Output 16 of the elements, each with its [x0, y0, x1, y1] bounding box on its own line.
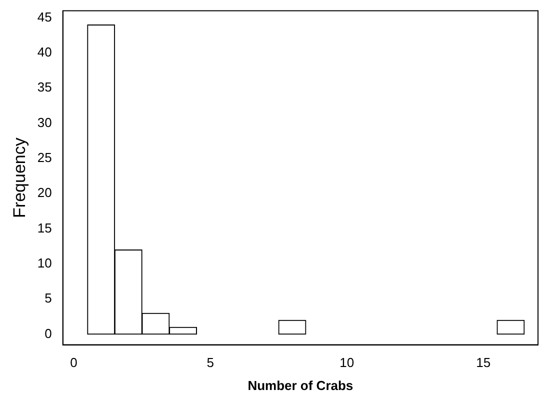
x-tick-label: 5: [206, 355, 214, 370]
y-tick-label: 45: [37, 9, 52, 24]
x-tick-label: 10: [340, 355, 354, 370]
y-tick-label: 35: [37, 80, 52, 95]
y-tick-label: 5: [44, 290, 52, 306]
y-tick-label: 0: [44, 326, 52, 341]
y-tick-label: 20: [37, 185, 52, 200]
y-tick-label: 30: [37, 114, 52, 130]
y-tick-label: 25: [37, 150, 52, 166]
y-tick-label: 15: [37, 220, 52, 236]
x-axis-title: Number of Crabs: [248, 378, 354, 393]
x-tick-label: 15: [476, 355, 491, 370]
y-tick-label: 10: [37, 256, 52, 271]
y-axis-title: Frequency: [10, 137, 29, 218]
y-tick-label: 40: [37, 44, 52, 60]
x-tick-label: 0: [70, 355, 78, 370]
